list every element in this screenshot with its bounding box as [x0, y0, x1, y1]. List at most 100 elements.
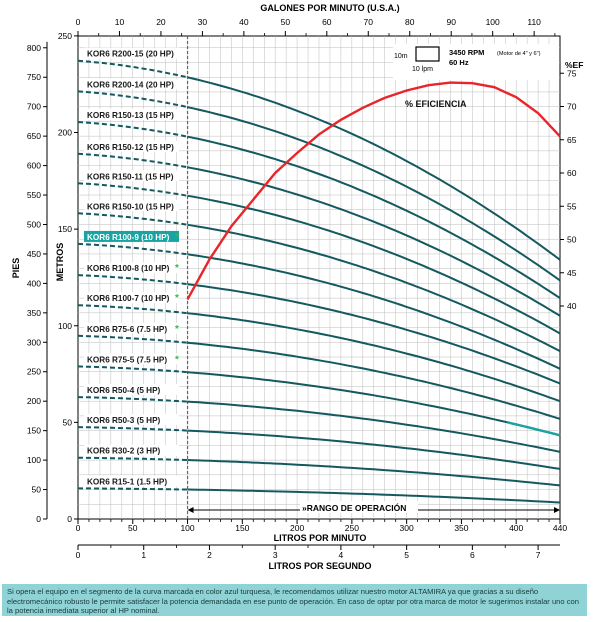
motor-note: (Motor de 4" y 6") [497, 51, 541, 57]
feet-tick-label: 450 [27, 249, 41, 259]
eff-tick-label: 70 [567, 102, 577, 112]
feet-tick-label: 500 [27, 219, 41, 229]
curve-dashed-12 [77, 426, 188, 432]
axes: GALONES POR MINUTO (U.S.A.)0 10 20 30 40 50 60… [11, 3, 583, 571]
lpm-tick-label: 150 [235, 523, 249, 533]
eff-tick-label: 45 [567, 268, 577, 278]
curve-label-8: KOR6 R100-7 (10 HP) [87, 294, 170, 303]
meter-tick-label: 250 [58, 31, 72, 41]
lpm-tick-label: 50 [128, 523, 138, 533]
star-icon: * [175, 324, 179, 335]
feet-tick-label: 800 [27, 43, 41, 53]
curve-solid-12 [187, 429, 561, 470]
curve-solid-9 [187, 341, 561, 420]
meter-tick-label: 100 [58, 321, 72, 331]
feet-tick-label: 150 [27, 426, 41, 436]
curve-dashed-8 [77, 304, 188, 315]
eff-tick-label: 40 [567, 301, 577, 311]
curve-solid-8 [187, 312, 561, 403]
lps-tick-label: 5 [404, 550, 409, 560]
efficiency-curve [186, 81, 561, 300]
curve-dashed-1 [77, 90, 188, 109]
eff-tick-label: 75 [567, 68, 577, 78]
curve-label-bg [84, 384, 179, 396]
gpm-tick-label: 20 [156, 17, 166, 27]
lpm-tick-label: 440 [553, 523, 567, 533]
meter-tick-label: 200 [58, 128, 72, 138]
curve-label-bg [84, 262, 179, 274]
scale-box [415, 46, 440, 62]
curve-label-14: KOR6 R15-1 (1.5 HP) [87, 477, 167, 486]
feet-axis-title: PIES [11, 258, 21, 279]
gpm-tick-label: 10 [115, 17, 125, 27]
curve-label-bg [84, 322, 179, 334]
curve-label-bg [84, 170, 179, 182]
curve-label-highlight-bg [84, 230, 179, 242]
arrow-right-icon [554, 507, 560, 513]
curve-label-bg [84, 414, 179, 426]
gpm-tick-label: 110 [527, 17, 541, 27]
curve-solid-6 [187, 253, 561, 370]
gpm-tick-label: 50 [281, 17, 291, 27]
curve-labels: KOR6 R200-15 (20 HP) KOR6 R200-14 (20 HP)… [84, 47, 179, 487]
star-icon: * [175, 232, 179, 243]
curve-solid-14 [187, 488, 561, 504]
feet-tick-label: 700 [27, 102, 41, 112]
curve-label-bg [84, 47, 179, 59]
curve-dashed-3 [77, 152, 188, 169]
curve-label-5: KOR6 R150-10 (15 HP) [87, 202, 174, 211]
feet-tick-label: 550 [27, 190, 41, 200]
star-icon: * [175, 293, 179, 304]
meter-tick-label: 0 [67, 514, 72, 524]
curve-label-4: KOR6 R150-11 (15 HP) [87, 172, 174, 181]
pump-curve-chart: KOR6 R200-15 (20 HP) KOR6 R200-14 (20 HP)… [11, 3, 583, 571]
gpm-tick-label: 0 [76, 17, 81, 27]
curve-label-12: KOR6 R50-3 (5 HP) [87, 416, 161, 425]
curve-label-7: KOR6 R100-8 (10 HP) [87, 264, 170, 273]
eff-tick-label: 65 [567, 135, 577, 145]
lpm-tick-label: 400 [509, 523, 523, 533]
star-icon: * [175, 263, 179, 274]
curve-label-9: KOR6 R75-6 (7.5 HP) [87, 325, 167, 334]
curve-dashed-6 [77, 242, 188, 256]
meter-tick-label: 150 [58, 224, 72, 234]
curve-label-3: KOR6 R150-12 (15 HP) [87, 143, 174, 152]
feet-tick-label: 250 [27, 367, 41, 377]
lpm-tick-label: 100 [180, 523, 194, 533]
lpm-tick-label: 350 [454, 523, 468, 533]
curve-solid-2 [187, 135, 561, 299]
gpm-tick-label: 70 [364, 17, 374, 27]
lps-tick-label: 0 [76, 550, 81, 560]
curve-dashed-10 [77, 365, 188, 374]
curve-label-13: KOR6 R30-2 (3 HP) [87, 447, 161, 456]
feet-tick-label: 300 [27, 337, 41, 347]
lps-tick-label: 7 [536, 550, 541, 560]
lps-axis-title: LITROS POR SEGUNDO [268, 561, 371, 571]
feet-tick-label: 600 [27, 161, 41, 171]
lpm-tick-label: 300 [400, 523, 414, 533]
curve-label-10: KOR6 R75-5 (7.5 HP) [87, 355, 167, 364]
curve-solid-10 [187, 371, 561, 437]
curve-solid-4 [187, 194, 561, 335]
gpm-tick-label: 40 [239, 17, 249, 27]
curve-label-2: KOR6 R150-13 (15 HP) [87, 111, 174, 120]
feet-tick-label: 100 [27, 455, 41, 465]
curve-label-bg [84, 353, 179, 365]
top-axis-title: GALONES POR MINUTO (U.S.A.) [260, 3, 399, 13]
arrow-left-icon [187, 507, 194, 513]
feet-tick-label: 0 [36, 514, 41, 524]
gpm-tick-label: 100 [486, 17, 500, 27]
operating-range-label: »RANGO DE OPERACIÓN [302, 502, 406, 513]
lpm-tick-label: 0 [76, 523, 81, 533]
feet-tick-label: 650 [27, 131, 41, 141]
curve-dashed-7 [77, 274, 188, 286]
operating-range-label-bg [300, 501, 418, 513]
feet-tick-label: 350 [27, 308, 41, 318]
speed-label: 3450 RPM [449, 48, 484, 57]
lps-tick-label: 4 [339, 550, 344, 560]
overlay: % EFICIENCIA »RANGO DE OPERACIÓN 10m 10 lpm… [187, 44, 560, 513]
feet-tick-label: 400 [27, 278, 41, 288]
curve-solid-1 [187, 106, 561, 282]
curve-solid-0 [187, 76, 561, 261]
lpm-axis-title: LITROS POR MINUTO [274, 533, 367, 543]
